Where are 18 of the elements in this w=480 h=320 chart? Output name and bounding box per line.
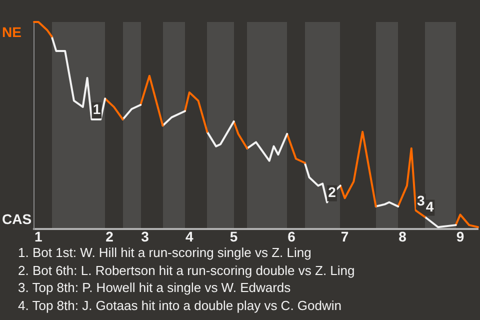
text: 1. Bot 1st: W. Hill hit a run-scoring single vs Z. Ling bbox=[18, 244, 312, 262]
x-tick-label: 2 bbox=[106, 228, 114, 244]
x-tick-label: 8 bbox=[398, 228, 407, 244]
text: 4. Top 8th: J. Gotaas hit into a double play vs C. Godwin bbox=[18, 296, 343, 314]
x-tick-label: 5 bbox=[230, 228, 238, 244]
text: NE bbox=[2, 24, 22, 40]
x-tick-label: 6 bbox=[288, 228, 296, 244]
annotation: 1 bbox=[92, 101, 101, 118]
x-tick-label: 4 bbox=[186, 228, 194, 244]
x-tick-label: 7 bbox=[340, 228, 349, 244]
x-tick-label: 9 bbox=[456, 228, 464, 244]
x-tick-label: 3 bbox=[141, 228, 150, 244]
text: 3. Top 8th: P. Howell hit a single vs W. Edwards bbox=[18, 279, 292, 296]
annotation: 4 bbox=[426, 198, 434, 215]
text: 2. Bot 6th: L. Robertson hit a run-scoring double vs Z. Ling bbox=[18, 262, 355, 279]
text: CAS bbox=[2, 211, 32, 228]
annotation: 3 bbox=[416, 192, 425, 208]
x-tick-label: 1 bbox=[34, 228, 43, 244]
